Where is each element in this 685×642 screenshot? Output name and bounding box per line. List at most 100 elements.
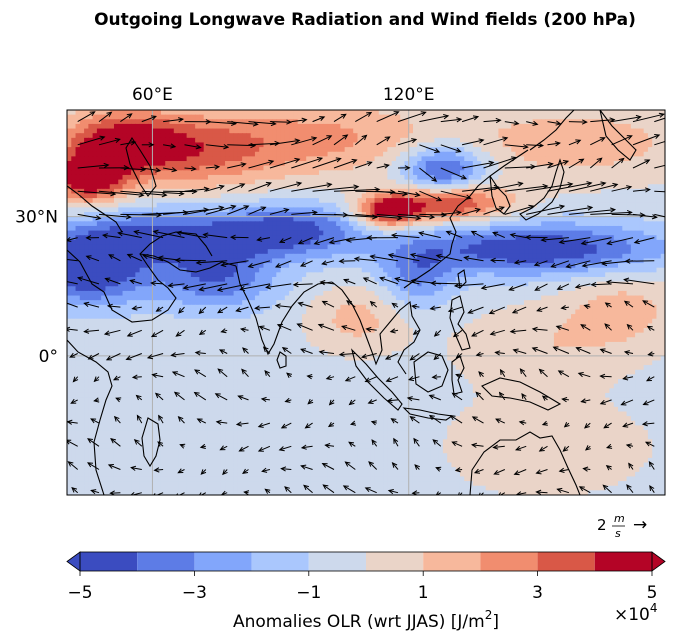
olr-cell bbox=[71, 239, 77, 246]
olr-cell bbox=[96, 225, 102, 232]
olr-cell bbox=[434, 207, 440, 213]
olr-cell bbox=[511, 142, 517, 148]
olr-cell bbox=[173, 212, 179, 218]
olr-cell bbox=[626, 151, 632, 157]
olr-cell bbox=[605, 151, 611, 157]
olr-cell bbox=[207, 267, 213, 273]
olr-cell bbox=[182, 133, 188, 139]
olr-cell bbox=[583, 170, 589, 176]
olr-cell bbox=[237, 249, 243, 255]
olr-cell bbox=[190, 263, 196, 269]
olr-cell bbox=[515, 249, 521, 255]
olr-cell bbox=[246, 216, 252, 222]
olr-cell bbox=[370, 267, 376, 273]
olr-cell bbox=[494, 230, 500, 236]
olr-cell bbox=[84, 179, 89, 185]
olr-cell bbox=[622, 128, 628, 134]
olr-cell bbox=[178, 244, 183, 250]
olr-cell bbox=[549, 188, 555, 195]
olr-cell bbox=[216, 142, 222, 148]
olr-cell bbox=[160, 110, 166, 116]
olr-cell bbox=[96, 114, 102, 120]
olr-cell bbox=[293, 161, 299, 167]
olr-cell bbox=[199, 244, 205, 250]
olr-cell bbox=[447, 193, 453, 199]
olr-cell bbox=[178, 137, 183, 144]
olr-cell bbox=[605, 179, 611, 185]
olr-cell bbox=[178, 170, 183, 176]
olr-cell bbox=[558, 225, 564, 232]
olr-cell bbox=[524, 179, 529, 185]
olr-cell bbox=[319, 267, 324, 273]
olr-cell bbox=[588, 239, 593, 246]
olr-cell bbox=[229, 156, 235, 162]
olr-cell bbox=[186, 114, 192, 120]
olr-cell bbox=[579, 123, 585, 130]
olr-cell bbox=[88, 147, 94, 153]
olr-cell bbox=[71, 161, 77, 167]
olr-cell bbox=[225, 174, 230, 181]
olr-cell bbox=[353, 267, 359, 273]
olr-cell bbox=[370, 239, 376, 246]
olr-cell bbox=[430, 151, 435, 157]
olr-cell bbox=[220, 212, 226, 218]
olr-cell bbox=[353, 193, 359, 199]
olr-cell bbox=[105, 147, 111, 153]
olr-cell bbox=[306, 207, 312, 213]
olr-cell bbox=[575, 114, 581, 120]
olr-cell bbox=[323, 114, 329, 120]
olr-cell bbox=[442, 119, 448, 125]
olr-cell bbox=[421, 272, 427, 278]
olr-cell bbox=[412, 212, 418, 218]
olr-cell bbox=[652, 263, 658, 269]
olr-cell bbox=[148, 202, 154, 209]
olr-cell bbox=[237, 188, 243, 195]
olr-cell bbox=[656, 128, 662, 134]
olr-cell bbox=[464, 207, 470, 213]
olr-cell bbox=[545, 179, 551, 185]
olr-cell bbox=[647, 133, 653, 139]
olr-cell bbox=[284, 133, 290, 139]
olr-cell bbox=[417, 170, 423, 176]
olr-cell bbox=[421, 151, 427, 157]
olr-cell bbox=[199, 142, 205, 148]
olr-cell bbox=[297, 216, 303, 222]
olr-cell bbox=[618, 225, 623, 232]
olr-cell bbox=[652, 184, 658, 190]
olr-cell bbox=[169, 156, 175, 162]
olr-cell bbox=[630, 267, 636, 273]
olr-cell bbox=[75, 272, 81, 278]
olr-cell bbox=[545, 114, 551, 120]
olr-cell bbox=[464, 216, 470, 222]
olr-cell bbox=[558, 133, 564, 139]
olr-cell bbox=[301, 267, 307, 273]
olr-cell bbox=[502, 267, 508, 273]
olr-cell bbox=[515, 221, 521, 227]
olr-cell bbox=[139, 258, 145, 264]
olr-cell bbox=[447, 207, 453, 213]
olr-cell bbox=[660, 202, 665, 209]
olr-cell bbox=[404, 244, 410, 250]
olr-cell bbox=[408, 179, 414, 185]
olr-cell bbox=[566, 244, 572, 250]
olr-cell bbox=[113, 151, 119, 157]
olr-cell bbox=[67, 198, 72, 204]
olr-cell bbox=[293, 170, 299, 176]
olr-cell bbox=[528, 225, 534, 232]
olr-cell bbox=[524, 110, 529, 116]
olr-cell bbox=[468, 239, 474, 246]
olr-cell bbox=[101, 133, 107, 139]
olr-cell bbox=[101, 244, 107, 250]
olr-cell bbox=[468, 188, 474, 195]
olr-cell bbox=[92, 225, 98, 232]
olr-cell bbox=[378, 161, 384, 167]
olr-cell bbox=[549, 212, 555, 218]
olr-cell bbox=[477, 128, 482, 134]
olr-cell bbox=[75, 267, 81, 273]
olr-cell bbox=[310, 258, 316, 264]
olr-cell bbox=[622, 207, 628, 213]
olr-cell bbox=[250, 165, 256, 171]
olr-cell bbox=[635, 267, 640, 273]
olr-cell bbox=[267, 137, 273, 144]
olr-cell bbox=[199, 225, 205, 232]
